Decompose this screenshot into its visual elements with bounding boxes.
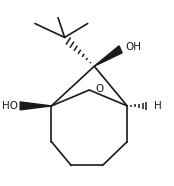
Polygon shape bbox=[94, 46, 122, 66]
Text: O: O bbox=[95, 84, 103, 94]
Text: H: H bbox=[153, 101, 161, 111]
Text: HO: HO bbox=[2, 101, 18, 111]
Text: OH: OH bbox=[126, 42, 141, 52]
Polygon shape bbox=[20, 102, 52, 110]
